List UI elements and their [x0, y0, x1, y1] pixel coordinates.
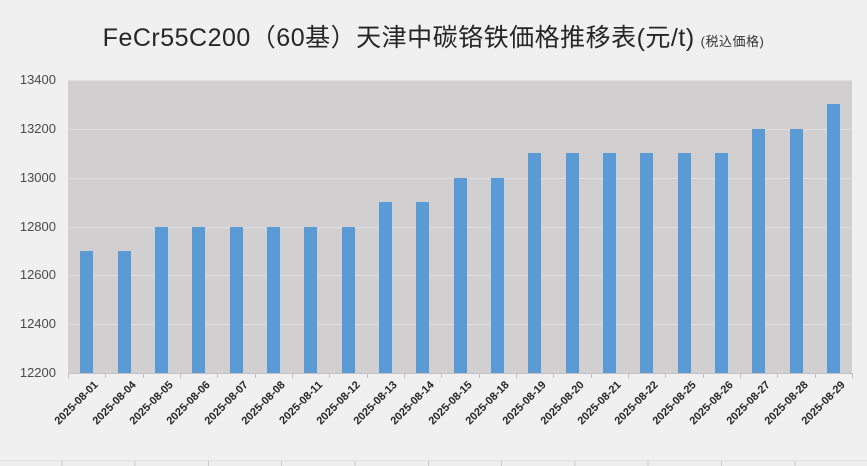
data-table-top-edge: [0, 460, 867, 466]
bar: [490, 177, 504, 373]
x-axis-tick: [254, 373, 256, 378]
x-axis-tick: [217, 373, 219, 378]
x-axis-tick: [702, 373, 704, 378]
chart-title-text: FeCr55C200（60基）天津中碳铬铁価格推移表(元/t): [102, 24, 695, 52]
y-tick-label: 13400: [19, 72, 56, 87]
bar: [826, 104, 840, 373]
bar: [714, 153, 728, 373]
bar: [229, 226, 243, 373]
bar: [640, 153, 654, 373]
bar: [416, 202, 430, 373]
y-tick-label: 12600: [19, 267, 56, 282]
y-tick-label: 12200: [19, 365, 56, 380]
y-tick-label: 13000: [19, 170, 56, 185]
bar: [453, 177, 467, 373]
x-axis-tick: [329, 373, 331, 378]
x-axis-tick: [105, 373, 107, 378]
bar: [752, 128, 766, 373]
chart-title-note: (税込価格): [700, 34, 765, 49]
x-axis-tick: [516, 373, 517, 378]
gridline: [68, 80, 852, 81]
x-axis-tick: [814, 373, 816, 378]
x-axis-tick: [404, 373, 405, 378]
x-axis-tick: [142, 373, 144, 378]
chart-title: FeCr55C200（60基）天津中碳铬铁価格推移表(元/t) (税込価格): [0, 18, 867, 54]
x-axis-tick: [590, 373, 592, 378]
bar: [565, 153, 579, 373]
bar: [602, 153, 616, 373]
x-axis-tick: [553, 373, 555, 378]
gridline: [68, 129, 852, 130]
x-axis-line: [68, 373, 852, 374]
x-axis-tick: [68, 373, 69, 378]
bar: [789, 128, 803, 373]
bar: [192, 226, 206, 373]
x-axis-tick: [665, 373, 667, 378]
bar: [304, 226, 318, 373]
bar: [117, 250, 131, 373]
plot-area: [68, 80, 852, 374]
x-axis-tick: [441, 373, 443, 378]
y-tick-label: 12400: [19, 316, 56, 331]
x-axis-tick: [852, 373, 853, 378]
x-axis-tick: [740, 373, 741, 378]
bar: [154, 226, 168, 373]
y-tick-label: 12800: [19, 219, 56, 234]
x-axis-tick: [478, 373, 480, 378]
x-axis-tick: [628, 373, 629, 378]
x-axis-tick: [777, 373, 779, 378]
bar: [341, 226, 355, 373]
bar: [528, 153, 542, 373]
x-axis-tick: [292, 373, 293, 378]
bar: [378, 202, 392, 373]
bar: [266, 226, 280, 373]
bar: [80, 250, 94, 373]
bar: [677, 153, 691, 373]
x-axis-tick: [180, 373, 181, 378]
y-tick-label: 13200: [19, 121, 56, 136]
x-axis-tick: [366, 373, 368, 378]
